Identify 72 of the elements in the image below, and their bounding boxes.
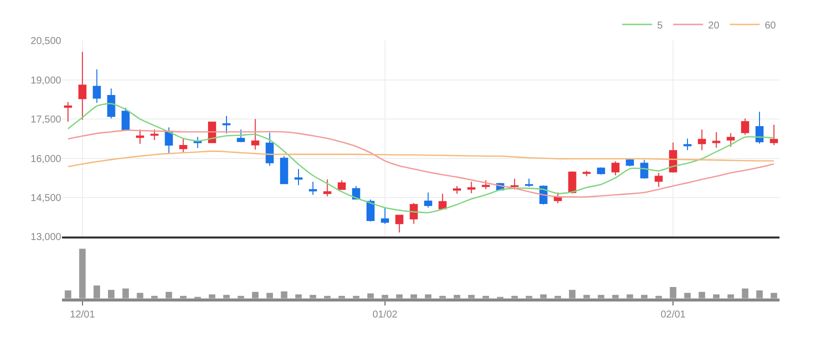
bar (266, 292, 273, 298)
bar (108, 290, 114, 298)
candlestick (395, 214, 404, 233)
line-series (67, 150, 775, 168)
candlestick (92, 68, 101, 104)
bar (367, 293, 374, 298)
candlestick (698, 129, 706, 151)
candlestick (294, 168, 303, 186)
bar (568, 290, 576, 298)
y-tick-label: 16,000 (30, 154, 62, 165)
y-tick-label: 13,000 (30, 232, 62, 244)
candlestick (366, 199, 375, 222)
candlestick (410, 202, 418, 224)
candlestick (611, 160, 620, 176)
bar (79, 248, 86, 298)
bar (770, 292, 778, 298)
candlestick (712, 132, 720, 148)
bar (166, 292, 172, 298)
bar (742, 288, 748, 298)
candlestick (467, 181, 476, 194)
candlestick (280, 156, 288, 185)
candlestick (640, 159, 648, 180)
candlestick (380, 207, 389, 224)
candlestick (323, 178, 332, 197)
bar (698, 292, 706, 298)
candlestick (424, 192, 432, 208)
candlestick (683, 138, 692, 151)
candlestick (136, 129, 144, 144)
candlestick (626, 158, 634, 167)
y-tick-label: 19,000 (30, 75, 62, 86)
bar (280, 291, 288, 298)
candlestick (597, 166, 606, 175)
candlestick (338, 180, 346, 190)
line-series (67, 130, 775, 198)
y-tick-label: 14,500 (30, 192, 62, 204)
bar (252, 292, 259, 298)
bar (670, 286, 676, 298)
candlestick (266, 132, 274, 166)
bar (684, 292, 691, 298)
legend-label: 5 (657, 20, 664, 32)
candlestick (510, 178, 519, 190)
x-tick-label: 02/01 (660, 309, 686, 320)
candlestick (524, 178, 534, 188)
candlestick (179, 138, 188, 153)
candlestick (222, 115, 231, 134)
candlestick (654, 172, 663, 188)
candlestick (741, 118, 750, 136)
legend-label: 60 (764, 20, 776, 32)
x-tick-label: 01/02 (372, 309, 398, 320)
legend-label: 20 (708, 20, 720, 32)
bar (122, 288, 129, 298)
candlestick (438, 193, 447, 210)
candlestick (236, 129, 245, 143)
candlestick (726, 132, 735, 148)
x-tick-label: 12/01 (70, 309, 96, 320)
candlestick (582, 170, 591, 177)
candlestick (770, 124, 778, 146)
candlestick (568, 170, 576, 194)
candlestick (107, 88, 116, 120)
candlestick (452, 185, 462, 194)
y-tick-label: 20,500 (30, 36, 62, 48)
candlestick (755, 111, 764, 144)
bar (136, 292, 144, 298)
candlestick (64, 102, 72, 122)
bar (94, 285, 100, 298)
y-tick-label: 17,500 (30, 114, 62, 126)
candlestick (150, 129, 158, 140)
candlestick (308, 181, 317, 196)
candlestick (251, 118, 260, 150)
line-series (67, 102, 775, 214)
candlestick (122, 107, 130, 132)
bar (756, 290, 763, 298)
